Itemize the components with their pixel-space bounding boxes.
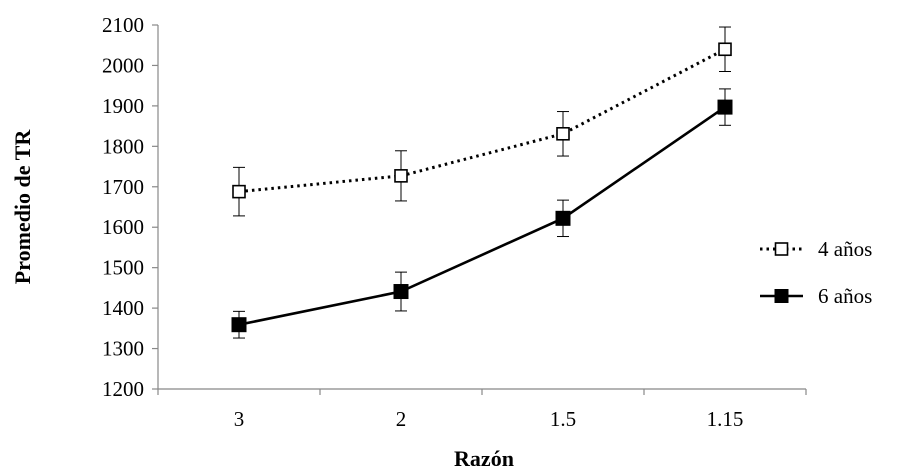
x-axis-title: Razón bbox=[454, 446, 514, 470]
y-tick-label: 2000 bbox=[102, 53, 144, 77]
legend: 4 años 6 años bbox=[760, 237, 872, 308]
error-bars bbox=[233, 26, 731, 339]
y-tick-label: 1600 bbox=[102, 215, 144, 239]
legend-marker bbox=[774, 242, 789, 256]
data-point bbox=[717, 99, 733, 115]
legend-label: 6 años bbox=[818, 284, 872, 308]
series-line bbox=[238, 47, 726, 194]
y-tick-label: 1900 bbox=[102, 94, 144, 118]
y-tick-label: 1500 bbox=[102, 256, 144, 280]
y-tick-label: 1300 bbox=[102, 337, 144, 361]
y-tick-label: 1400 bbox=[102, 296, 144, 320]
y-tick-label: 1200 bbox=[102, 377, 144, 401]
data-point bbox=[231, 317, 247, 333]
axes: 1200 1300 1400 1500 1600 1700 1800 1900 2000 2100… bbox=[102, 13, 807, 431]
series-lines bbox=[238, 47, 726, 326]
data-point bbox=[556, 126, 570, 141]
x-tick-label: 3 bbox=[234, 407, 245, 431]
x-tick-label: 1.5 bbox=[550, 407, 576, 431]
x-tick-label: 1.15 bbox=[707, 407, 744, 431]
data-point bbox=[555, 210, 571, 226]
y-tick-label: 1700 bbox=[102, 175, 144, 199]
y-axis-title: Promedio de TR bbox=[10, 129, 35, 285]
data-point bbox=[393, 284, 409, 300]
y-tick-label: 2100 bbox=[102, 13, 144, 37]
data-point bbox=[718, 42, 732, 57]
series-line bbox=[238, 106, 726, 326]
legend-marker bbox=[774, 289, 789, 303]
data-point bbox=[394, 169, 408, 183]
x-tick-label: 2 bbox=[396, 407, 407, 431]
y-tick-label: 1800 bbox=[102, 134, 144, 158]
legend-label: 4 años bbox=[818, 237, 872, 261]
series-markers bbox=[231, 42, 733, 333]
data-point bbox=[232, 184, 246, 199]
